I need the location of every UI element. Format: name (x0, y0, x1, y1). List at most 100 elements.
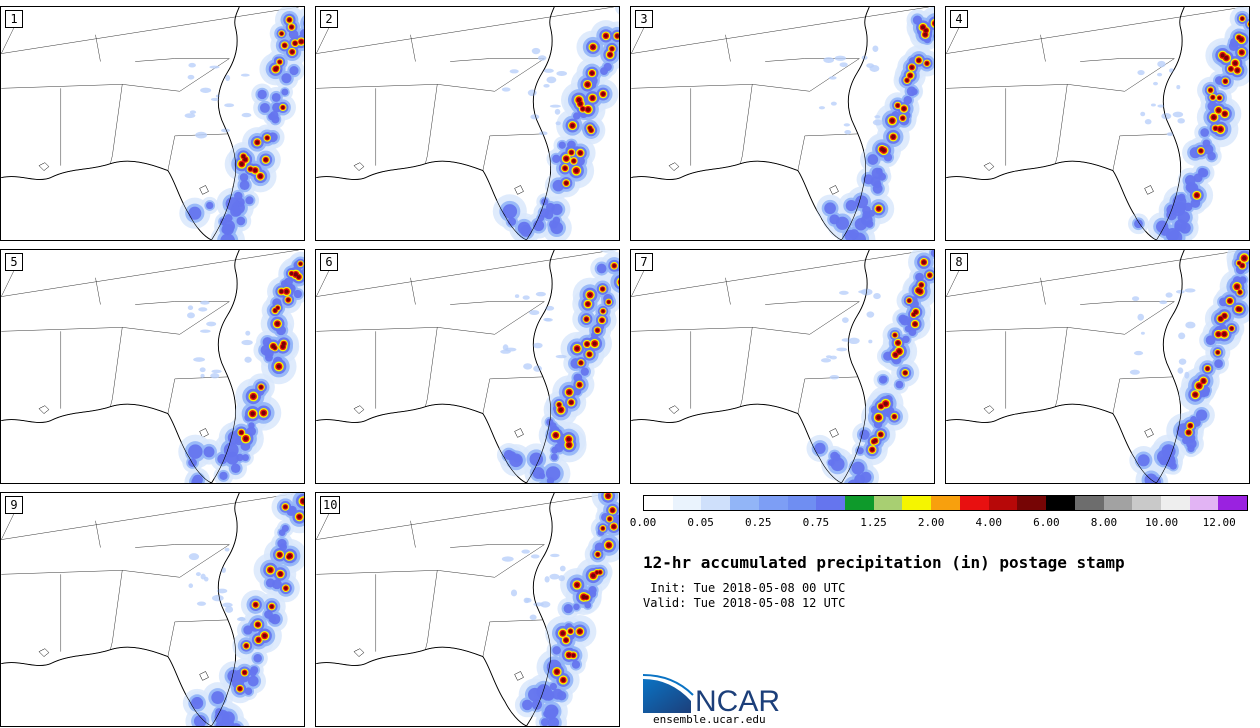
precip-cell (1144, 473, 1158, 483)
coastline-overlay (946, 250, 1185, 483)
precip-cell (1237, 261, 1241, 265)
map-panel: 9 (0, 492, 305, 727)
precip-cell (931, 20, 934, 27)
precip-cell (901, 116, 905, 120)
light-precip (839, 290, 849, 295)
precip-cell (1234, 284, 1240, 289)
panel-number: 6 (320, 253, 338, 271)
precip-cell (897, 349, 902, 354)
light-precip (834, 55, 847, 61)
colorbar-tick-label: 0.00 (629, 516, 657, 529)
precip-cell (844, 229, 857, 240)
light-precip (529, 310, 540, 316)
precip-cell (537, 214, 545, 222)
precip-cell (905, 78, 909, 82)
precip-cell (251, 394, 256, 399)
precip-cell (590, 96, 595, 101)
coastline-overlay (1, 493, 240, 726)
precip-map (631, 7, 934, 240)
light-precip (211, 369, 222, 374)
precip-cell (253, 602, 258, 607)
coastline-overlay (316, 7, 555, 240)
precip-cell (1184, 175, 1196, 186)
precip-cell (188, 444, 203, 459)
panel-number: 5 (5, 253, 23, 271)
precip-cell (564, 156, 569, 161)
init-time: Init: Tue 2018-05-08 00 UTC (643, 581, 846, 595)
precip-map (1, 7, 304, 240)
precip-cell (1211, 95, 1215, 99)
precip-cell (561, 678, 566, 682)
precip-cell (896, 103, 900, 108)
precip-map (1, 250, 304, 483)
colorbar-tick-label: 2.00 (917, 516, 945, 529)
colorbar-swatch (1017, 496, 1047, 510)
precip-cell (244, 644, 248, 648)
precip-colorbar (643, 495, 1248, 511)
light-precip (829, 375, 840, 380)
precip-cell (1200, 128, 1210, 137)
precip-cell (241, 154, 246, 159)
state-border (410, 277, 416, 305)
precip-cell (599, 250, 618, 254)
precip-cell (872, 439, 876, 444)
light-precip (1161, 112, 1172, 120)
precip-cell (898, 314, 908, 324)
precip-cell (1192, 418, 1201, 427)
precip-cell (532, 467, 545, 479)
state-border (135, 58, 230, 62)
panel-number: 1 (5, 10, 23, 28)
light-precip (203, 576, 209, 582)
precip-cell (600, 287, 605, 291)
precip-cell (1174, 201, 1187, 214)
precip-cell (263, 157, 268, 162)
precip-cell (1156, 449, 1171, 464)
light-precip (211, 594, 224, 602)
precip-cell (1214, 359, 1223, 368)
colorbar-tick-label: 8.00 (1090, 516, 1118, 529)
precip-cell (299, 28, 304, 39)
light-precip (189, 110, 197, 114)
light-precip (1140, 111, 1146, 117)
precip-cell (832, 453, 841, 462)
light-precip (209, 65, 220, 69)
precip-cell (287, 18, 292, 22)
precip-cell (1237, 35, 1241, 40)
precip-cell (224, 214, 233, 223)
state-border (740, 84, 753, 164)
light-precip (1178, 332, 1186, 340)
lake-okeechobee (199, 428, 209, 438)
coastline (316, 493, 555, 726)
precip-cell (568, 629, 573, 633)
light-precip (1137, 313, 1145, 321)
precip-cell (883, 351, 893, 361)
state-border (167, 133, 228, 171)
colorbar-tick-label: 10.00 (1145, 516, 1179, 529)
state-border (135, 301, 230, 305)
light-precip (529, 614, 537, 621)
light-precip (841, 317, 849, 323)
precip-cell (282, 43, 287, 48)
state-border (110, 327, 123, 407)
precip-cell (1213, 126, 1218, 130)
precip-cell (923, 32, 928, 37)
map-panel: 3 (630, 6, 935, 241)
precip-cell (571, 653, 576, 658)
precip-cell (250, 411, 255, 416)
colorbar-swatch (1189, 496, 1219, 510)
precip-cell (571, 660, 581, 669)
colorbar-tick-label: 6.00 (1033, 516, 1060, 529)
light-precip (549, 104, 561, 108)
precip-cell (552, 154, 561, 163)
light-precip (187, 74, 195, 80)
state-border (110, 570, 123, 650)
valid-time: Valid: Tue 2018-05-08 12 UTC (643, 596, 846, 610)
light-precip (1150, 103, 1156, 107)
precip-map (946, 7, 1249, 240)
state-border (167, 619, 228, 657)
lake-okeechobee (829, 185, 839, 195)
precip-cell (557, 691, 567, 701)
light-precip (828, 76, 837, 80)
state-border (1, 544, 230, 578)
precip-cell (273, 346, 277, 350)
